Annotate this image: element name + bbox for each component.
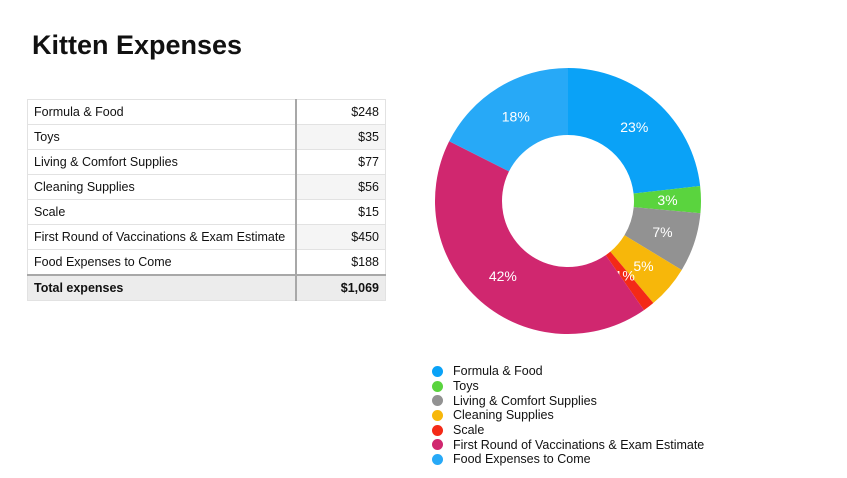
legend-label: First Round of Vaccinations & Exam Estim… (453, 437, 705, 452)
total-value: $1,069 (295, 274, 387, 301)
legend-swatch (432, 365, 443, 377)
total-label: Total expenses (27, 274, 298, 301)
legend-label: Food Expenses to Come (453, 452, 591, 467)
legend-label: Toys (453, 379, 479, 394)
expenses-table: Formula & Food $248 Toys $35 Living & Comfor… (27, 99, 387, 301)
table-row: Food Expenses to Come $188 (27, 249, 387, 276)
donut-slice (435, 141, 645, 334)
legend-swatch (432, 380, 443, 392)
donut-slice (568, 68, 701, 194)
row-label: Scale (27, 199, 298, 225)
row-value: $77 (295, 149, 387, 175)
slice-label: 18% (502, 108, 530, 124)
chart-legend: Formula & Food Toys Living & Comfort Suppl… (432, 364, 704, 467)
table-row: Scale $15 (27, 199, 387, 225)
legend-swatch (432, 424, 443, 436)
table-row: First Round of Vaccinations & Exam Estim… (27, 224, 387, 250)
row-label: Formula & Food (27, 99, 298, 125)
slice-label: 3% (657, 192, 677, 208)
table-row: Toys $35 (27, 124, 387, 150)
legend-item: Toys (432, 379, 704, 394)
legend-item: Formula & Food (432, 364, 704, 379)
legend-swatch (432, 395, 443, 407)
donut-slice (624, 207, 701, 270)
legend-item: Cleaning Supplies (432, 408, 704, 423)
row-label: Cleaning Supplies (27, 174, 298, 200)
legend-label: Cleaning Supplies (453, 408, 554, 423)
table-row: Living & Comfort Supplies $77 (27, 149, 387, 175)
page-title: Kitten Expenses (32, 30, 243, 60)
table-row: Cleaning Supplies $56 (27, 174, 387, 200)
donut-slice (633, 185, 701, 214)
slice-label: 5% (633, 258, 653, 274)
legend-item: Living & Comfort Supplies (432, 393, 704, 408)
row-label: Toys (27, 124, 298, 150)
row-value: $56 (295, 174, 387, 200)
legend-item: Food Expenses to Come (432, 452, 704, 467)
legend-label: Living & Comfort Supplies (453, 393, 597, 408)
table-row: Formula & Food $248 (27, 99, 387, 125)
legend-swatch (432, 409, 443, 421)
legend-swatch (432, 439, 443, 451)
donut-slice (610, 235, 682, 304)
row-value: $450 (295, 224, 387, 250)
legend-item: Scale (432, 423, 704, 438)
legend-label: Scale (453, 423, 485, 438)
row-value: $35 (295, 124, 387, 150)
row-label: Food Expenses to Come (27, 249, 298, 276)
slice-label: 7% (652, 224, 672, 240)
slice-label: 23% (620, 119, 648, 135)
slice-label: 42% (489, 268, 517, 284)
legend-label: Formula & Food (453, 364, 543, 379)
row-label: Living & Comfort Supplies (27, 149, 298, 175)
legend-swatch (432, 453, 443, 465)
legend-item: First Round of Vaccinations & Exam Estim… (432, 437, 704, 452)
donut-slice (449, 68, 568, 172)
donut-slice (605, 251, 654, 311)
row-value: $15 (295, 199, 387, 225)
total-row: Total expenses $1,069 (27, 274, 387, 301)
row-label: First Round of Vaccinations & Exam Estim… (27, 224, 298, 250)
